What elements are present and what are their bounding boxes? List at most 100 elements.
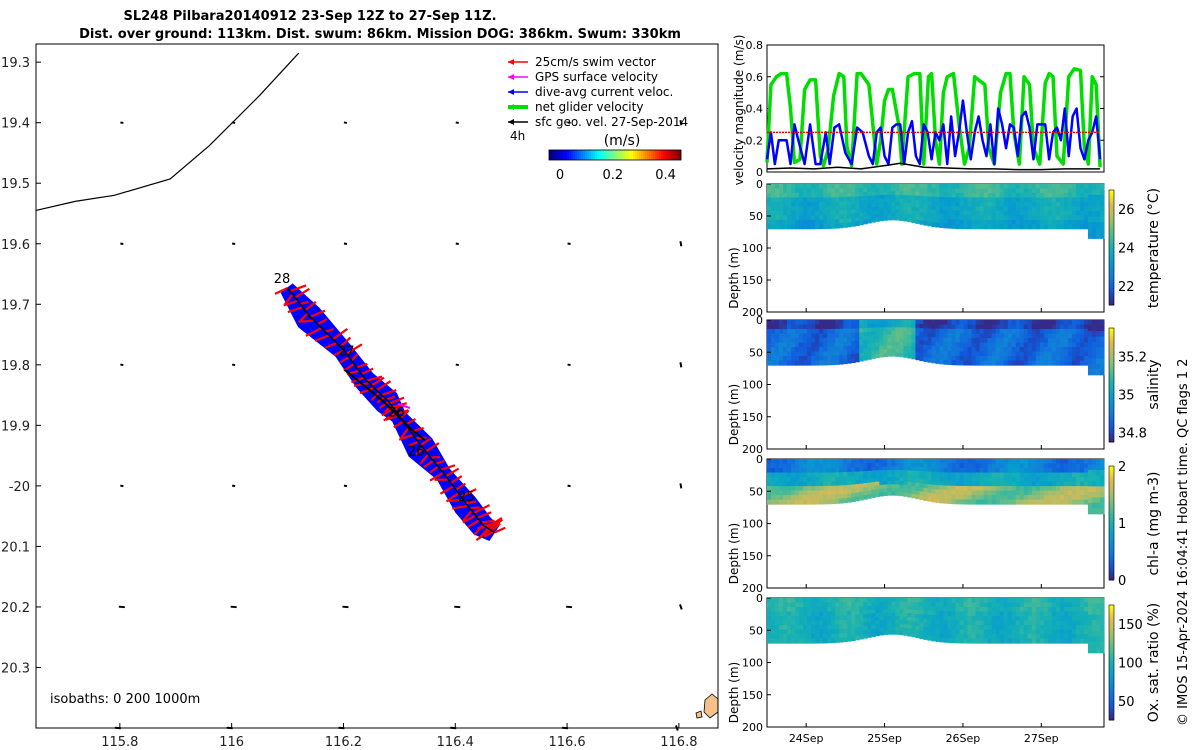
section-cell: [863, 328, 868, 333]
section-cell: [1071, 219, 1077, 225]
section-cell: [1035, 598, 1041, 604]
section-cell: [875, 187, 880, 192]
section-cell: [771, 598, 776, 604]
section-cell: [819, 472, 824, 478]
section-cell: [971, 360, 977, 366]
section-colorbar-cell: [1109, 247, 1114, 251]
section-cell: [895, 330, 900, 336]
section-cell: [795, 616, 800, 622]
section-cell: [1019, 360, 1025, 366]
section-cell: [767, 329, 772, 335]
section-cell: [983, 188, 989, 194]
section-cell: [783, 360, 788, 366]
swim-vector: [274, 286, 289, 295]
section-cell: [1075, 481, 1081, 487]
section-cell: [1003, 486, 1009, 492]
section-cell: [1099, 369, 1105, 376]
section-cell: [931, 209, 936, 215]
section-cell: [851, 467, 856, 473]
section-cell: [971, 215, 977, 221]
section-cell: [927, 188, 932, 193]
section-cell: [1075, 320, 1081, 326]
section-cell: [991, 197, 997, 203]
section-cell: [887, 619, 892, 624]
section-cell: [1059, 219, 1065, 225]
section-cell: [891, 184, 896, 189]
section-cell: [1027, 201, 1033, 207]
section-cell: [1039, 356, 1045, 362]
section-cell: [1023, 351, 1029, 357]
section-cell: [887, 630, 892, 635]
section-cell: [843, 209, 848, 215]
section-cell: [863, 187, 868, 193]
section-cell: [807, 219, 812, 225]
sfc-geo-arrow: [342, 605, 349, 609]
section-cell: [919, 626, 924, 631]
section-cell: [851, 349, 856, 355]
section-cell: [927, 349, 932, 355]
section-cell: [891, 194, 896, 199]
section-cell: [791, 486, 796, 492]
section-cell: [1099, 641, 1105, 648]
section-cell: [1027, 356, 1033, 362]
section-cell: [1083, 347, 1089, 353]
section-cell: [779, 625, 784, 631]
section-cell: [955, 342, 960, 348]
section-cell: [1071, 477, 1077, 483]
section-cell: [1023, 206, 1029, 212]
section-cell: [775, 477, 780, 483]
section-cell: [1047, 210, 1053, 216]
section-colorbar-cell: [1109, 480, 1114, 484]
section-cell: [931, 213, 936, 219]
section-y-tick-label: 100: [742, 242, 763, 255]
section-cell: [1007, 210, 1013, 216]
section-cell: [1015, 598, 1021, 604]
section-cell: [867, 331, 872, 337]
section-cell: [1007, 472, 1013, 478]
swim-vector: [419, 453, 430, 465]
section-cell: [1063, 184, 1069, 189]
section-cell: [1055, 468, 1061, 474]
section-cell: [779, 338, 784, 344]
section-cell: [795, 495, 800, 501]
section-cell: [863, 614, 868, 619]
section-cell: [1015, 224, 1021, 230]
section-cell: [979, 210, 985, 216]
swim-vector: [475, 529, 492, 541]
section-cell: [955, 324, 960, 330]
section-cell: [919, 336, 924, 341]
swim-vector: [415, 447, 424, 456]
section-cell: [1047, 611, 1053, 617]
section-cell: [919, 495, 924, 501]
section-cell: [819, 355, 824, 361]
section-cell: [779, 347, 784, 353]
section-cell: [915, 355, 920, 361]
section-cell: [787, 638, 792, 644]
section-cell: [771, 459, 776, 465]
section-cell: [935, 611, 940, 616]
section-cell: [1091, 363, 1097, 370]
section-cell: [875, 631, 880, 637]
section-cell: [955, 494, 960, 500]
section-cell: [835, 620, 840, 626]
section-cell: [939, 611, 944, 617]
section-cell: [767, 620, 772, 626]
section-cell: [895, 352, 900, 357]
section-cell: [1011, 495, 1017, 501]
colorbar-cell: [625, 150, 628, 160]
section-cell: [975, 215, 981, 221]
colorbar-tick-label: 0: [556, 168, 564, 183]
section-cell: [1091, 211, 1097, 218]
section-colorbar-cell: [1109, 284, 1114, 289]
section-cell: [1095, 636, 1101, 643]
section-cell: [895, 212, 900, 217]
section-cell: [787, 215, 792, 221]
section-cell: [895, 459, 900, 464]
section-cell: [811, 210, 816, 216]
map-x-tick-label: 116.4: [437, 735, 474, 750]
swim-vector: [429, 465, 439, 474]
section-cell: [1079, 638, 1085, 644]
section-cell: [1031, 472, 1037, 478]
section-cell: [915, 215, 920, 220]
section-cell: [999, 192, 1005, 198]
